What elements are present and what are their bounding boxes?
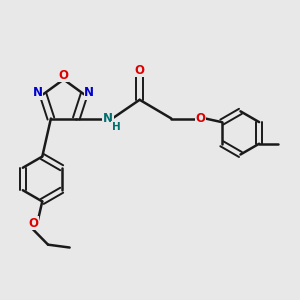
Text: O: O: [135, 64, 145, 76]
Text: H: H: [112, 122, 120, 132]
Text: O: O: [28, 217, 39, 230]
Text: N: N: [84, 86, 94, 99]
Text: N: N: [33, 86, 43, 99]
Text: O: O: [58, 69, 69, 82]
Text: O: O: [195, 112, 205, 125]
Text: N: N: [103, 112, 113, 125]
